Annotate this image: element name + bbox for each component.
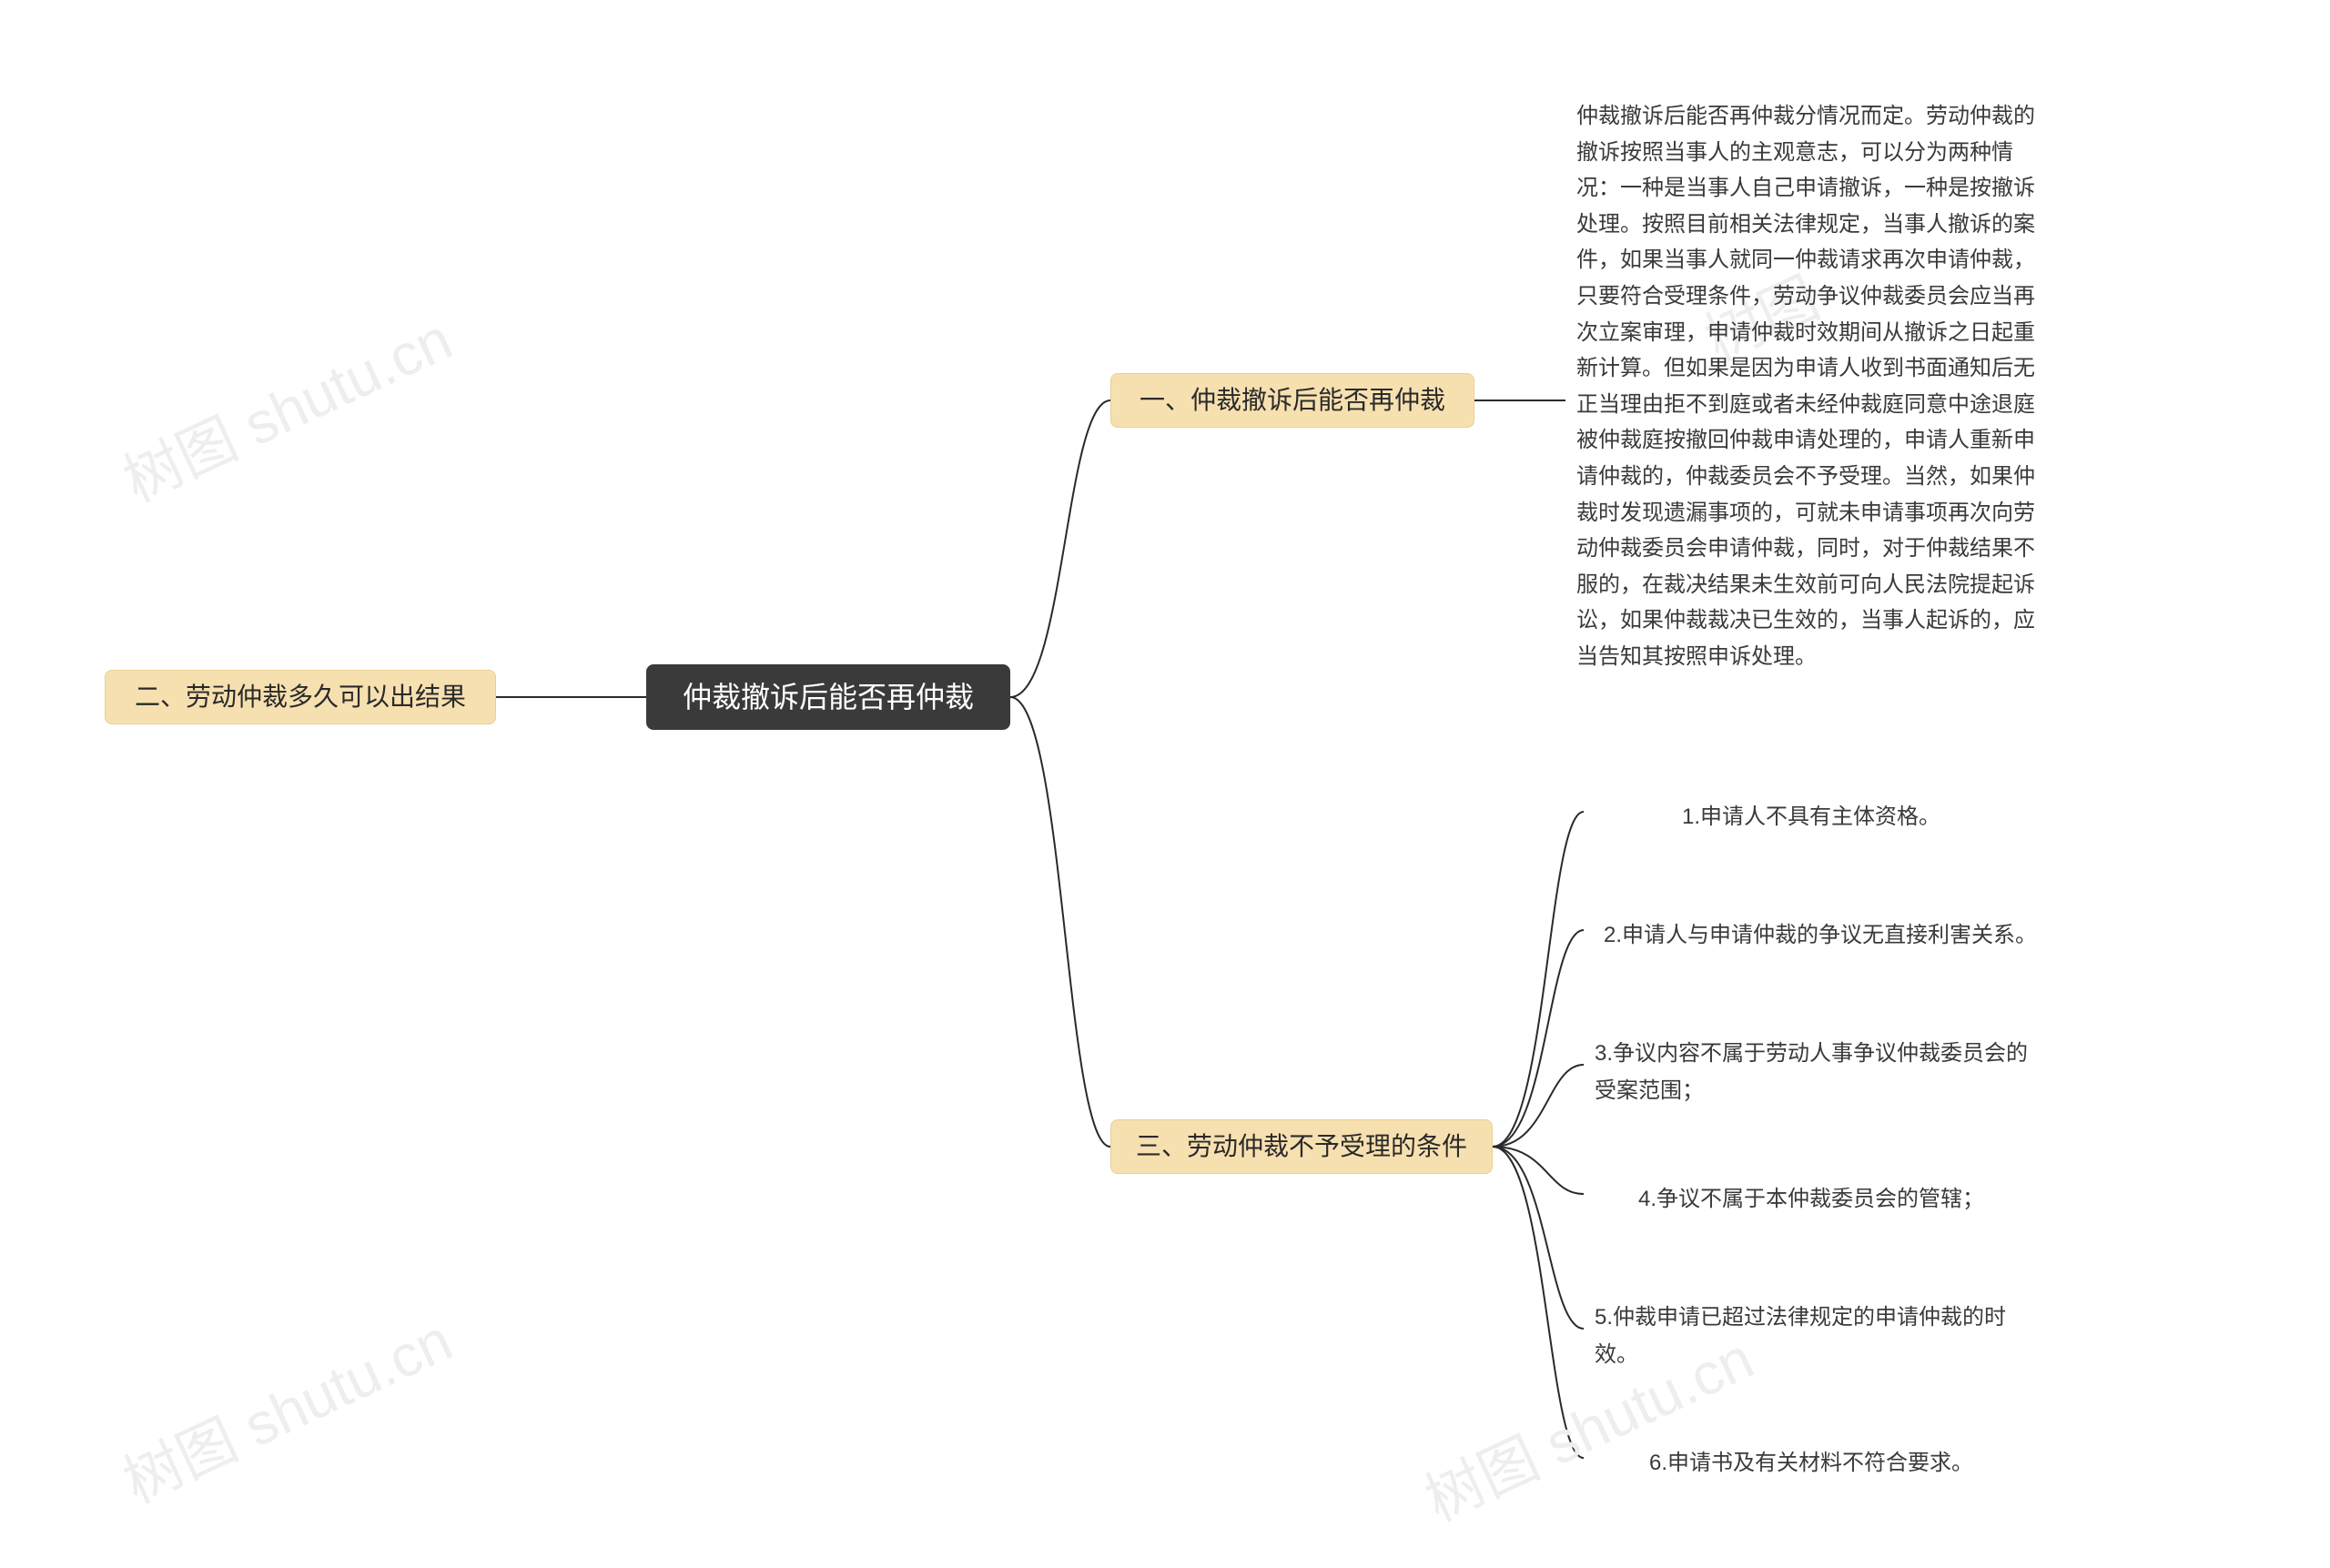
leaf-right-2-3: 4.争议不属于本仲裁委员会的管辖； bbox=[1584, 1174, 2039, 1226]
branch-right-1: 一、仲裁撤诉后能否再仲裁 bbox=[1110, 373, 1474, 428]
branch-right-2: 三、劳动仲裁不予受理的条件 bbox=[1110, 1119, 1493, 1174]
leaf-right-2-4: 5.仲裁申请已超过法律规定的申请仲裁的时效。 bbox=[1584, 1292, 2057, 1381]
leaf-right-2-2: 3.争议内容不属于劳动人事争议仲裁委员会的受案范围； bbox=[1584, 1028, 2057, 1118]
watermark: 树图 shutu.cn bbox=[108, 293, 463, 518]
watermark: 树图 shutu.cn bbox=[108, 1294, 463, 1519]
branch-left-1: 二、劳动仲裁多久可以出结果 bbox=[105, 670, 496, 724]
leaf-right-2-0: 1.申请人不具有主体资格。 bbox=[1584, 792, 2039, 844]
leaf-right-1-0: 仲裁撤诉后能否再仲裁分情况而定。劳动仲裁的撤诉按照当事人的主观意志，可以分为两种… bbox=[1565, 91, 2057, 683]
leaf-right-2-1: 2.申请人与申请仲裁的争议无直接利害关系。 bbox=[1584, 910, 2057, 962]
mindmap-root: 仲裁撤诉后能否再仲裁 bbox=[646, 664, 1010, 730]
leaf-right-2-5: 6.申请书及有关材料不符合要求。 bbox=[1584, 1438, 2039, 1490]
